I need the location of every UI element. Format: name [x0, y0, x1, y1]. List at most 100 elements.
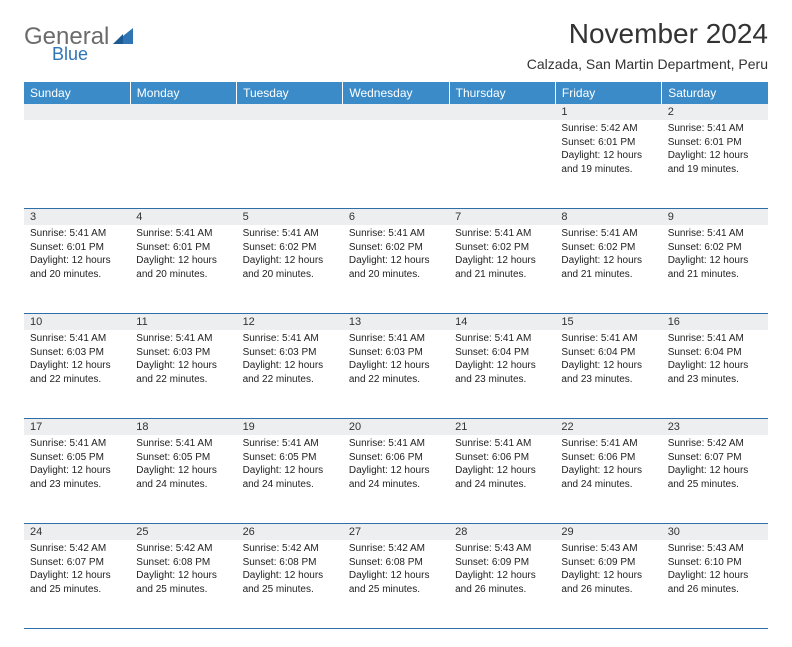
page-subtitle: Calzada, San Martin Department, Peru: [527, 56, 768, 72]
day-detail-line: Sunrise: 5:41 AM: [668, 332, 762, 346]
day-number-cell: 9: [662, 209, 768, 226]
day-detail-line: Daylight: 12 hours and 26 minutes.: [455, 569, 549, 596]
day-details: Sunrise: 5:42 AMSunset: 6:08 PMDaylight:…: [130, 540, 236, 602]
day-cell: Sunrise: 5:43 AMSunset: 6:10 PMDaylight:…: [662, 540, 768, 629]
day-detail-line: Daylight: 12 hours and 25 minutes.: [668, 464, 762, 491]
week-row: Sunrise: 5:41 AM Sunset: 6:03 PM Daylight:…: [24, 330, 768, 419]
day-detail-line: Sunrise: 5:41 AM: [349, 437, 443, 451]
day-cell: Sunrise: 5:41 AMSunset: 6:05 PMDaylight:…: [237, 435, 343, 524]
day-number: 5: [237, 209, 343, 225]
day-detail-line: Sunrise: 5:41 AM: [455, 227, 549, 241]
day-number: [24, 104, 130, 108]
day-detail-line: Sunset: 6:05 PM: [243, 451, 337, 465]
day-detail-line: Daylight: 12 hours and 24 minutes.: [136, 464, 230, 491]
day-number: 30: [662, 524, 768, 540]
day-number: 16: [662, 314, 768, 330]
day-detail-line: Sunset: 6:03 PM: [136, 346, 230, 360]
day-cell: [24, 120, 130, 209]
day-details: Sunrise: 5:41 AMSunset: 6:02 PMDaylight:…: [662, 225, 768, 287]
day-cell: Sunrise: 5:41 AMSunset: 6:02 PMDaylight:…: [237, 225, 343, 314]
day-number-cell: 11: [130, 314, 236, 331]
week-row: Sunrise: 5:42 AMSunset: 6:07 PMDaylight:…: [24, 540, 768, 629]
day-details: [237, 120, 343, 128]
day-detail-line: Sunrise: 5:41 AM: [668, 227, 762, 241]
day-detail-line: Sunset: 6:08 PM: [136, 556, 230, 570]
day-details: [449, 120, 555, 128]
calendar-table: Sunday Monday Tuesday Wednesday Thursday…: [24, 82, 768, 629]
header: General Blue November 2024 Calzada, San …: [24, 18, 768, 72]
day-number-cell: 20: [343, 419, 449, 436]
day-details: Sunrise: 5:41 AMSunset: 6:06 PMDaylight:…: [449, 435, 555, 497]
day-cell: [237, 120, 343, 209]
day-number-cell: 23: [662, 419, 768, 436]
daynum-row: 12: [24, 104, 768, 120]
day-number: 6: [343, 209, 449, 225]
day-details: [343, 120, 449, 128]
day-detail-line: Sunrise: 5:41 AM: [561, 332, 655, 346]
day-number-cell: [130, 104, 236, 120]
day-cell: Sunrise: 5:42 AMSunset: 6:08 PMDaylight:…: [130, 540, 236, 629]
day-detail-line: Sunrise: 5:41 AM: [349, 227, 443, 241]
day-details: Sunrise: 5:41 AMSunset: 6:03 PMDaylight:…: [130, 330, 236, 392]
day-details: Sunrise: 5:42 AMSunset: 6:07 PMDaylight:…: [662, 435, 768, 497]
day-detail-line: Sunset: 6:02 PM: [349, 241, 443, 255]
day-number-cell: 13: [343, 314, 449, 331]
day-cell: Sunrise: 5:41 AMSunset: 6:02 PMDaylight:…: [555, 225, 661, 314]
day-detail-line: Sunrise: 5:42 AM: [243, 542, 337, 556]
day-number-cell: 2: [662, 104, 768, 120]
day-number-cell: 27: [343, 524, 449, 541]
day-number-cell: 4: [130, 209, 236, 226]
day-detail-line: Sunset: 6:04 PM: [455, 346, 549, 360]
day-detail-line: Daylight: 12 hours and 24 minutes.: [455, 464, 549, 491]
page-title: November 2024: [527, 18, 768, 50]
day-number-cell: 24: [24, 524, 130, 541]
day-detail-line: Daylight: 12 hours and 21 minutes.: [561, 254, 655, 281]
day-number-cell: 30: [662, 524, 768, 541]
day-details: Sunrise: 5:41 AMSunset: 6:01 PMDaylight:…: [130, 225, 236, 287]
day-number-cell: 26: [237, 524, 343, 541]
day-header: Saturday: [662, 82, 768, 104]
day-number: 4: [130, 209, 236, 225]
day-detail-line: Sunset: 6:09 PM: [455, 556, 549, 570]
day-detail-line: Sunset: 6:01 PM: [561, 136, 655, 150]
day-details: Sunrise: 5:41 AMSunset: 6:05 PMDaylight:…: [237, 435, 343, 497]
day-number-cell: 22: [555, 419, 661, 436]
day-detail-line: Sunset: 6:02 PM: [668, 241, 762, 255]
day-details: Sunrise: 5:41 AMSunset: 6:02 PMDaylight:…: [343, 225, 449, 287]
daynum-row: 24252627282930: [24, 524, 768, 541]
day-cell: [130, 120, 236, 209]
day-detail-line: Sunset: 6:04 PM: [668, 346, 762, 360]
daynum-row: 3456789: [24, 209, 768, 226]
day-details: Sunrise: 5:41 AMSunset: 6:03 PMDaylight:…: [24, 330, 130, 392]
day-details: Sunrise: 5:41 AMSunset: 6:02 PMDaylight:…: [237, 225, 343, 287]
day-number-cell: 8: [555, 209, 661, 226]
day-detail-line: Daylight: 12 hours and 26 minutes.: [668, 569, 762, 596]
day-details: Sunrise: 5:42 AMSunset: 6:07 PMDaylight:…: [24, 540, 130, 602]
day-cell: Sunrise: 5:41 AMSunset: 6:04 PMDaylight:…: [662, 330, 768, 419]
day-number-cell: 7: [449, 209, 555, 226]
day-cell: Sunrise: 5:41 AMSunset: 6:04 PMDaylight:…: [449, 330, 555, 419]
day-details: Sunrise: 5:41 AMSunset: 6:01 PMDaylight:…: [24, 225, 130, 287]
day-detail-line: Daylight: 12 hours and 23 minutes.: [561, 359, 655, 386]
day-number-cell: 19: [237, 419, 343, 436]
day-number: 18: [130, 419, 236, 435]
day-detail-line: Daylight: 12 hours and 19 minutes.: [668, 149, 762, 176]
day-number-cell: 3: [24, 209, 130, 226]
day-cell: [343, 120, 449, 209]
day-details: Sunrise: 5:43 AMSunset: 6:09 PMDaylight:…: [555, 540, 661, 602]
day-details: Sunrise: 5:41 AMSunset: 6:01 PMDaylight:…: [662, 120, 768, 182]
day-detail-line: Sunset: 6:09 PM: [561, 556, 655, 570]
day-number-cell: 16: [662, 314, 768, 331]
day-detail-line: Daylight: 12 hours and 25 minutes.: [30, 569, 124, 596]
day-cell: Sunrise: 5:41 AMSunset: 6:06 PMDaylight:…: [343, 435, 449, 524]
day-details: [24, 120, 130, 128]
day-cell: Sunrise: 5:43 AMSunset: 6:09 PMDaylight:…: [555, 540, 661, 629]
day-detail-line: Daylight: 12 hours and 20 minutes.: [243, 254, 337, 281]
day-detail-line: Daylight: 12 hours and 22 minutes.: [349, 359, 443, 386]
day-number: [237, 104, 343, 108]
day-detail-line: Sunset: 6:04 PM: [561, 346, 655, 360]
day-cell: Sunrise: 5:41 AMSunset: 6:04 PMDaylight:…: [555, 330, 661, 419]
day-detail-line: Daylight: 12 hours and 24 minutes.: [243, 464, 337, 491]
day-number: 27: [343, 524, 449, 540]
day-number: [130, 104, 236, 108]
